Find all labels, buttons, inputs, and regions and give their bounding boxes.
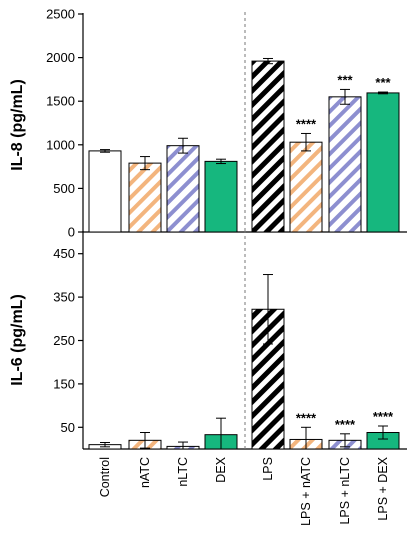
il8-bar	[166, 145, 200, 233]
il8-bar	[366, 92, 400, 233]
il8-y-tick-label: 500	[53, 181, 75, 196]
il6-significance-label: ****	[335, 417, 356, 432]
il6-y-tick-label: 350	[53, 290, 75, 305]
il6-y-tick-label: 150	[53, 376, 75, 391]
il8-significance-label: ****	[296, 116, 317, 131]
il8-y-tick-label: 2500	[46, 7, 75, 22]
category-label: LPS	[261, 457, 275, 481]
il8-bar	[128, 162, 162, 233]
il8-bar	[289, 141, 323, 233]
il8-y-axis-label: IL-8 (pg/mL)	[9, 79, 26, 171]
il8-bar	[88, 150, 122, 233]
il8-significance-label: ***	[337, 72, 353, 87]
il6-y-tick-label: 50	[61, 420, 75, 435]
category-label: DEX	[214, 456, 228, 482]
il8-y-tick-label: 2000	[46, 50, 75, 65]
category-labels: Control nATC nLTC DEX LPS LPS + nATC LPS + nLT…	[98, 456, 390, 526]
category-label: LPS + DEX	[376, 456, 390, 520]
il6-significance-label: ****	[296, 410, 317, 425]
il8-bar	[204, 160, 238, 233]
il6-significance-label: ****	[373, 409, 394, 424]
il8-y-tick-label: 1500	[46, 94, 75, 109]
il8-y-tick-label: 1000	[46, 137, 75, 152]
category-label: nLTC	[176, 457, 190, 487]
category-label: Control	[98, 457, 112, 497]
il8-y-tick-label: 0	[68, 225, 75, 240]
il6-y-tick-label: 450	[53, 246, 75, 261]
il8-bar	[251, 60, 285, 233]
il8-significance-label: ***	[375, 75, 391, 90]
il6-y-axis-label: IL-6 (pg/mL)	[9, 294, 26, 386]
il6-panel: 50 150 250 350 450 **** **** ****	[53, 230, 407, 450]
il6-y-tick-label: 250	[53, 333, 75, 348]
il8-bar	[328, 96, 362, 233]
category-label: LPS + nLTC	[338, 457, 352, 525]
category-label: nATC	[138, 457, 152, 488]
category-label: LPS + nATC	[299, 457, 313, 526]
